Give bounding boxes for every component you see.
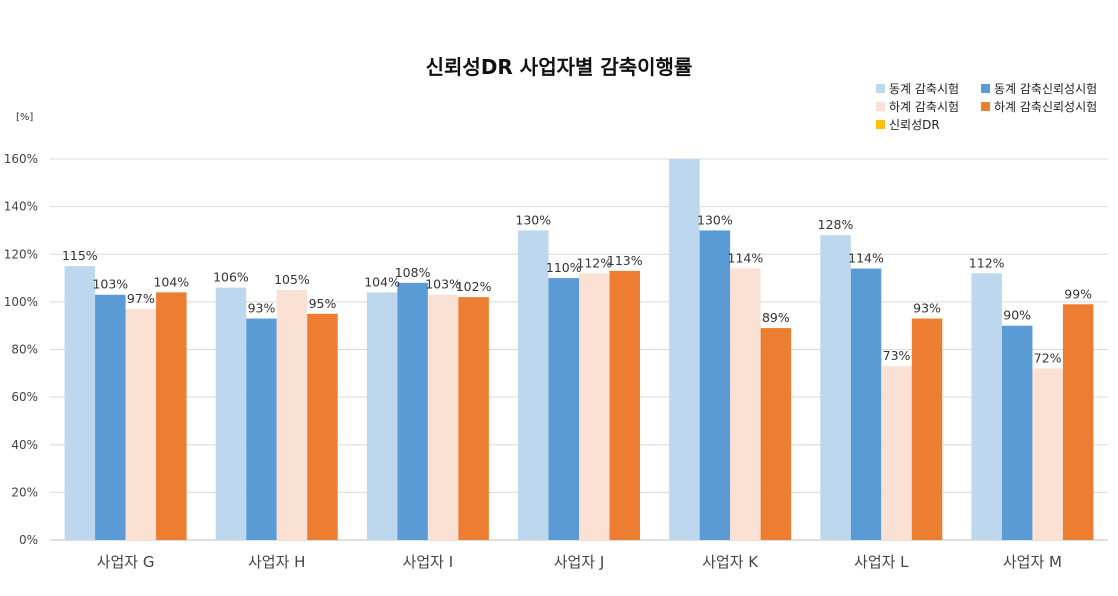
data-label: 103%	[92, 277, 128, 292]
data-label: 106%	[213, 270, 249, 285]
bar	[881, 366, 912, 540]
y-tick-label: 120%	[4, 247, 38, 261]
data-label: 115%	[62, 248, 98, 263]
bar	[397, 282, 428, 540]
bar	[64, 266, 96, 540]
data-labels: 115%103%97%104% 106%93%105%95%104%108%103…	[62, 212, 1092, 365]
bar	[276, 289, 308, 540]
x-tick-label: 사업자 J	[554, 553, 605, 571]
data-label: 108%	[395, 265, 431, 280]
data-label: 103%	[425, 277, 461, 292]
data-label: 93%	[913, 301, 941, 316]
data-label: 113%	[607, 253, 643, 268]
y-tick-label: 40%	[11, 438, 38, 452]
y-tick-label: 140%	[4, 200, 38, 214]
y-tick-label: 60%	[11, 390, 38, 404]
legend-label: 하계 감축신뢰성시험	[994, 100, 1097, 114]
bar	[548, 278, 579, 540]
bar	[246, 318, 277, 540]
bar	[156, 292, 187, 540]
data-label: 112%	[576, 255, 612, 270]
bar	[1032, 368, 1063, 540]
data-label: 110%	[546, 260, 582, 275]
data-label: 90%	[1003, 308, 1031, 323]
bar	[730, 268, 761, 540]
x-tick-label: 사업자 I	[403, 553, 454, 571]
legend-swatch	[876, 102, 885, 111]
x-tick-label: 사업자 G	[97, 553, 155, 571]
y-tick-label: 0%	[19, 533, 38, 547]
bar	[518, 230, 549, 540]
bar	[366, 292, 398, 540]
legend-label: 하계 감축시험	[889, 100, 959, 114]
y-tick-label: 160%	[4, 152, 38, 166]
bar	[427, 294, 459, 540]
y-axis-ticks: 0% 20% 40% 60% 80% 100% 120% 140% 160%	[4, 152, 38, 547]
x-axis-ticks: 사업자 G 사업자 H 사업자 I 사업자 J 사업자 K 사업자 L 사업자 M	[97, 553, 1062, 571]
bar	[820, 235, 851, 540]
data-label: 93%	[248, 301, 276, 316]
legend-label: 동계 감축신뢰성시험	[994, 82, 1097, 96]
bar	[1001, 325, 1033, 540]
data-label: 104%	[153, 274, 189, 289]
data-label: 72%	[1034, 351, 1062, 366]
legend-swatch	[876, 84, 885, 93]
data-label: 130%	[515, 212, 551, 227]
bar	[609, 270, 640, 540]
bar	[579, 273, 610, 540]
data-label: 102%	[456, 279, 492, 294]
legend-label: 동계 감축시험	[889, 82, 959, 96]
x-tick-label: 사업자 L	[854, 553, 909, 571]
x-tick-label: 사업자 H	[248, 553, 305, 571]
data-label: 73%	[883, 348, 911, 363]
x-tick-label: 사업자 K	[702, 553, 759, 571]
chart-title: 신뢰성DR 사업자별 감축이행률	[426, 55, 693, 79]
bar	[760, 328, 792, 540]
data-label: 114%	[848, 251, 884, 266]
bar	[850, 268, 882, 540]
bar	[971, 273, 1002, 540]
data-label: 128%	[818, 217, 854, 232]
bar	[307, 313, 338, 540]
data-label: 89%	[762, 310, 790, 325]
bar	[669, 159, 700, 540]
data-label: 104%	[364, 274, 400, 289]
bar	[215, 287, 247, 540]
legend-label: 신뢰성DR	[889, 118, 940, 132]
bars	[64, 159, 1094, 540]
y-tick-label: 20%	[11, 485, 38, 499]
data-label: 130%	[697, 212, 733, 227]
data-label: 97%	[127, 291, 155, 306]
legend-swatch	[876, 120, 885, 129]
x-tick-label: 사업자 M	[1003, 553, 1062, 571]
data-label: 112%	[969, 255, 1005, 270]
y-tick-label: 80%	[11, 343, 38, 357]
data-label: 95%	[309, 296, 337, 311]
y-tick-label: 100%	[4, 295, 38, 309]
data-label: 99%	[1064, 286, 1092, 301]
bar	[125, 309, 157, 540]
legend-swatch	[981, 84, 990, 93]
y-axis-unit-label: [%]	[16, 112, 33, 123]
bar	[699, 230, 731, 540]
legend-swatch	[981, 102, 990, 111]
bar	[1062, 304, 1094, 540]
bar	[911, 318, 943, 540]
bar	[95, 294, 126, 540]
data-label: 114%	[728, 251, 764, 266]
data-label: 105%	[274, 272, 310, 287]
bar	[458, 297, 489, 540]
